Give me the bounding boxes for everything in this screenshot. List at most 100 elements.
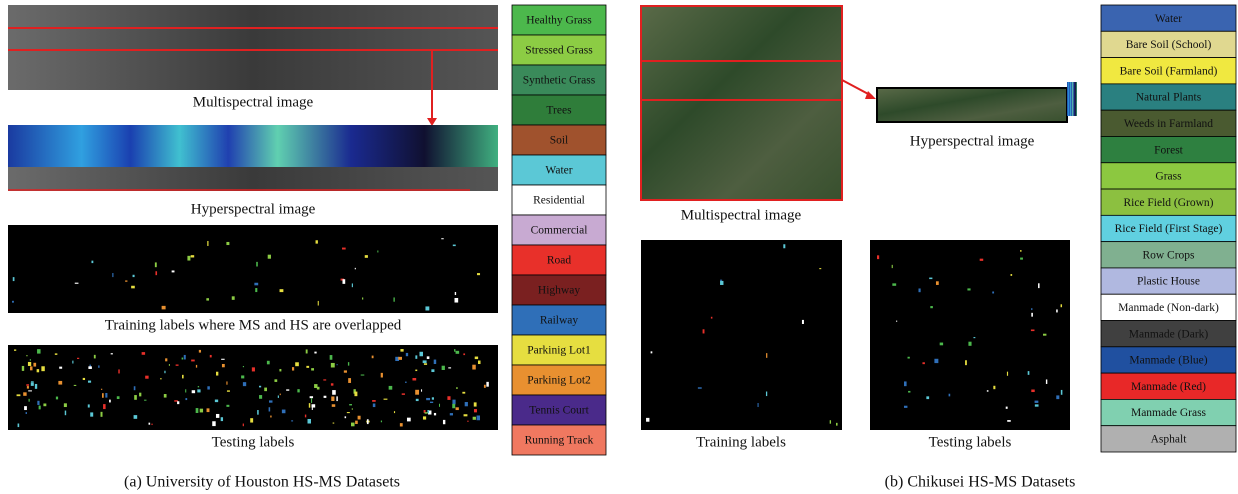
label-pixel <box>198 386 199 387</box>
label-pixel <box>252 367 255 371</box>
label-pixel <box>381 373 383 378</box>
label-pixel <box>295 362 299 366</box>
label-pixel <box>918 288 920 292</box>
label-pixel <box>384 399 388 400</box>
label-pixel <box>348 378 351 383</box>
legend-label: Row Crops <box>1142 249 1195 261</box>
label-pixel <box>270 416 271 418</box>
label-pixel <box>940 343 943 346</box>
label-pixel <box>980 259 984 261</box>
label-pixel <box>182 375 184 379</box>
label-pixel <box>37 369 40 372</box>
label-pixel <box>155 262 157 267</box>
hyperspectral-image <box>877 88 1067 122</box>
label-pixel <box>475 357 478 360</box>
testing-label-map <box>870 240 1070 430</box>
label-pixel <box>317 387 320 390</box>
label-pixel <box>766 353 767 358</box>
label-pixel <box>462 392 465 394</box>
label-pixel <box>333 423 335 424</box>
label-pixel <box>306 349 308 353</box>
label-pixel <box>65 411 66 416</box>
label-pixel <box>185 389 186 392</box>
label-pixel <box>922 362 924 364</box>
label: Hyperspectral image <box>191 201 316 217</box>
label-pixel <box>199 350 201 353</box>
label-pixel <box>282 410 286 414</box>
legend-label: Manmade (Dark) <box>1129 328 1209 340</box>
label-pixel <box>394 411 395 413</box>
label-pixel <box>441 238 443 239</box>
label-pixel <box>26 384 29 386</box>
label-pixel <box>342 279 345 284</box>
label-pixel <box>226 381 227 384</box>
label-pixel <box>477 273 480 275</box>
label-pixel <box>308 419 311 424</box>
legend-label: Manmade (Blue) <box>1129 355 1207 367</box>
label-pixel <box>454 349 455 352</box>
label-pixel <box>318 301 319 306</box>
label-pixel <box>30 359 31 360</box>
label-pixel <box>484 385 486 388</box>
label-pixel <box>26 355 27 356</box>
label-pixel <box>830 420 831 423</box>
label-pixel <box>336 396 337 401</box>
label-pixel <box>456 351 460 354</box>
label-pixel <box>77 358 79 359</box>
label-pixel <box>766 392 767 397</box>
label-pixel <box>967 288 970 290</box>
label-pixel <box>930 306 933 308</box>
label-pixel <box>210 355 212 357</box>
label-pixel <box>362 297 363 299</box>
label-pixel <box>187 256 190 261</box>
label-pixel <box>241 375 244 378</box>
label-pixel <box>268 255 271 259</box>
label-pixel <box>344 370 347 372</box>
label-pixel <box>207 241 208 246</box>
label-pixel <box>94 355 96 359</box>
label-pixel <box>291 420 293 421</box>
label-pixel <box>877 255 879 259</box>
label-pixel <box>405 382 407 383</box>
label-pixel <box>22 366 24 371</box>
label-pixel <box>337 364 338 365</box>
label-pixel <box>372 400 376 402</box>
label-pixel <box>355 268 356 269</box>
label-pixel <box>331 396 334 401</box>
training-label-map <box>8 225 498 313</box>
label-pixel <box>426 398 430 400</box>
label-pixel <box>311 368 314 370</box>
label-pixel <box>64 403 67 407</box>
label-pixel <box>427 356 430 359</box>
label: Training labels <box>696 434 786 450</box>
label-pixel <box>280 394 281 396</box>
label-pixel <box>226 242 229 245</box>
label-pixel <box>1061 304 1062 307</box>
label-pixel <box>993 386 995 389</box>
figure: Multispectral image Hyperspectral image … <box>0 0 1238 494</box>
label-pixel <box>310 396 313 398</box>
legend-label: Asphalt <box>1151 433 1188 445</box>
label-pixel <box>992 291 994 293</box>
label: Training labels where MS and HS are over… <box>105 317 402 333</box>
label-pixel <box>28 390 32 391</box>
label-pixel <box>1031 329 1035 331</box>
label-pixel <box>35 384 37 389</box>
label-pixel <box>177 401 179 404</box>
label-pixel <box>24 406 27 410</box>
hyperspectral-image-side <box>1067 82 1077 116</box>
label-pixel <box>286 389 289 390</box>
label-pixel <box>257 410 259 415</box>
label-pixel <box>463 353 465 355</box>
label-pixel <box>349 404 352 405</box>
label-pixel <box>259 386 261 388</box>
label-pixel <box>472 365 475 370</box>
label-pixel <box>311 398 312 403</box>
label-pixel <box>425 412 428 413</box>
label-pixel <box>361 375 365 376</box>
label-pixel <box>381 421 382 423</box>
label-pixel <box>278 395 279 397</box>
label-pixel <box>101 412 103 417</box>
label-pixel <box>182 358 184 360</box>
label-pixel <box>169 364 170 366</box>
